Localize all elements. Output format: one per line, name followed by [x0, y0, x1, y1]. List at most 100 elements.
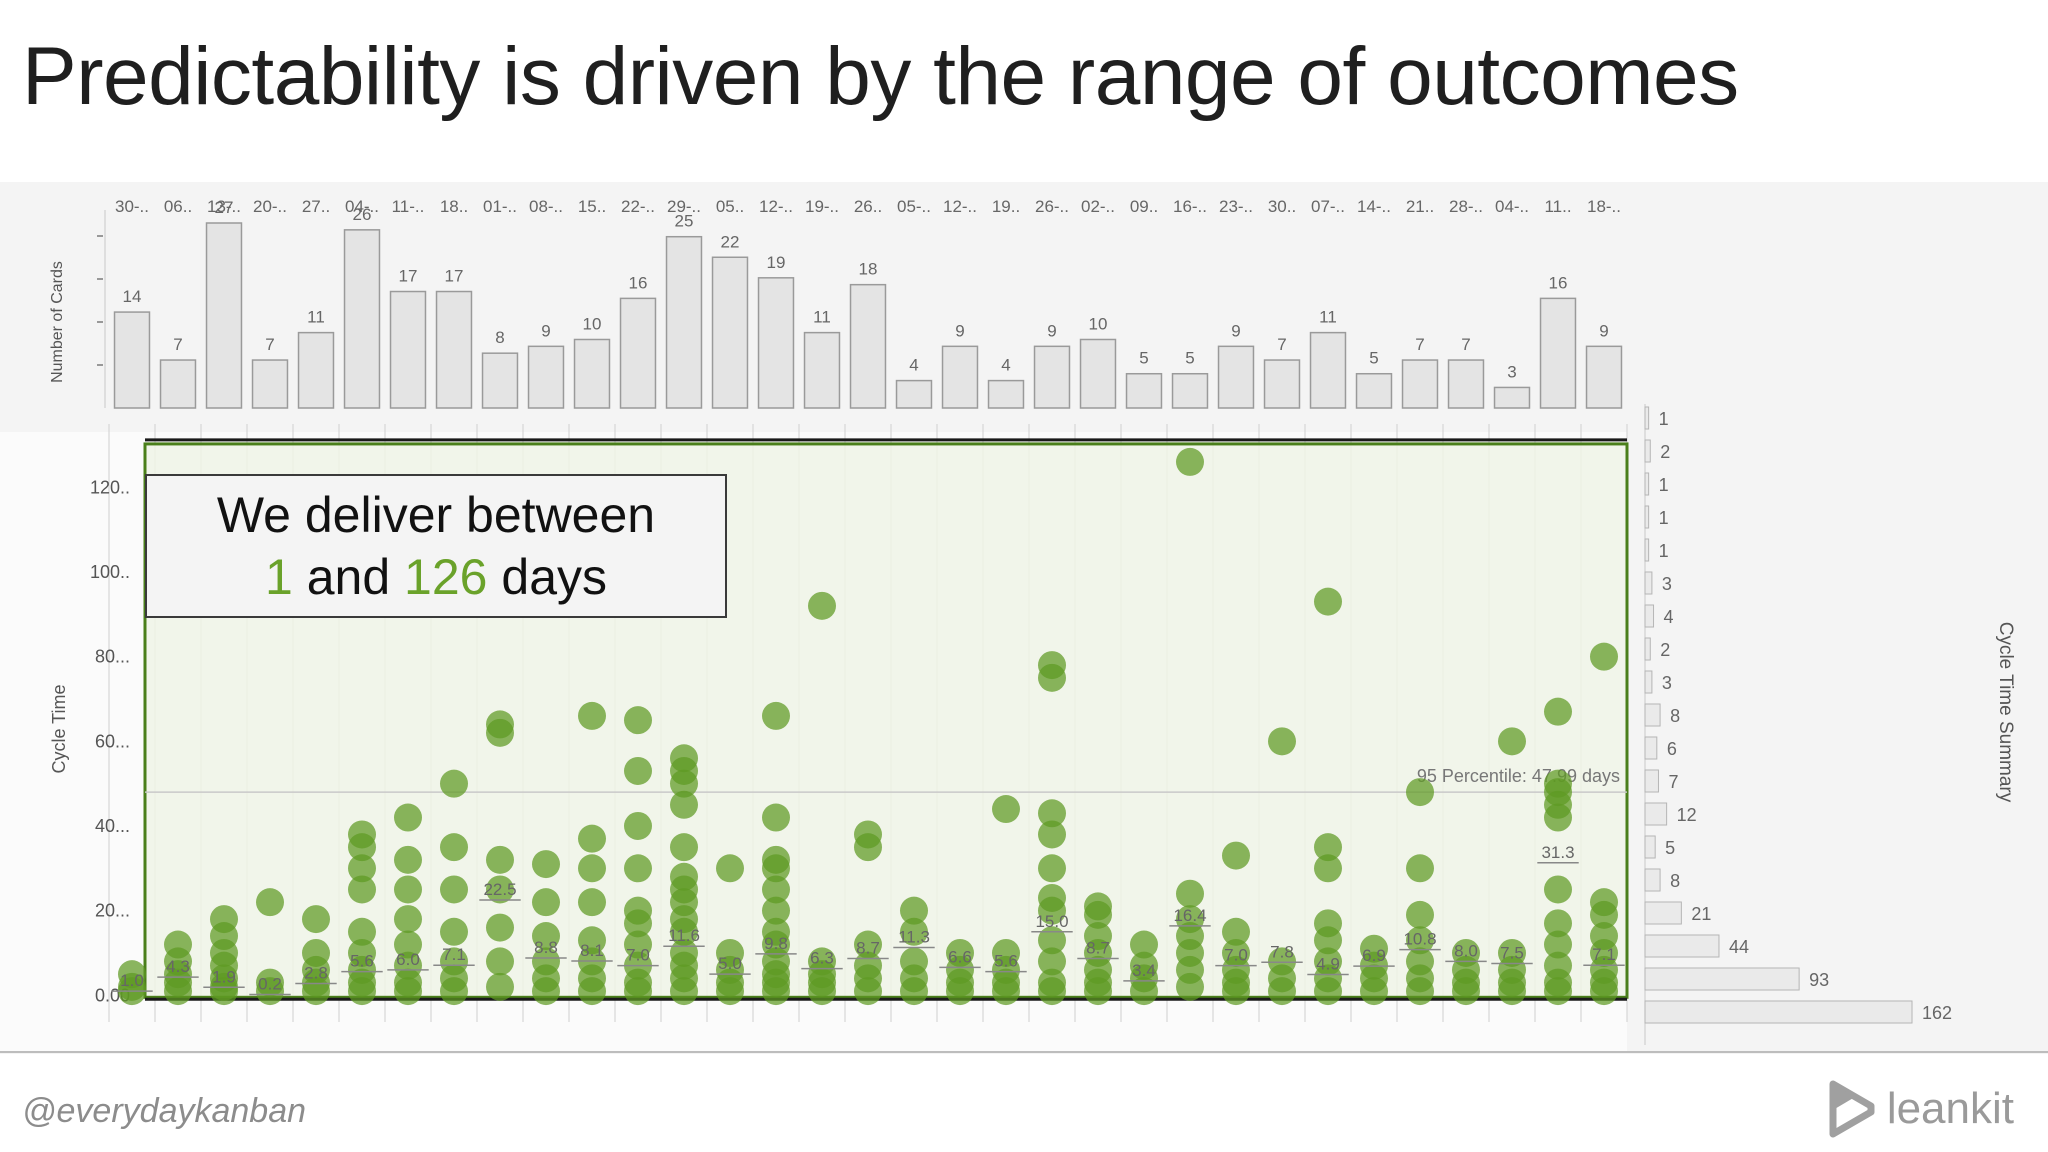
median-label: 16.4	[1173, 906, 1206, 925]
bar-category-label: 01-..	[483, 197, 517, 216]
count-bar-label: 5	[1139, 349, 1148, 368]
cycle-time-point	[900, 947, 928, 976]
median-label: 8.0	[1454, 941, 1478, 960]
cycle-time-point	[532, 922, 560, 951]
scatter-y-tick-label: 20...	[95, 901, 130, 921]
median-label: 15.0	[1035, 912, 1068, 931]
count-bar-label: 7	[1461, 335, 1470, 354]
cycle-time-point	[1268, 947, 1296, 976]
cycle-time-point	[348, 875, 376, 904]
count-bar-label: 8	[495, 328, 504, 347]
cycle-time-point	[1544, 930, 1572, 959]
median-label: 1.9	[212, 967, 236, 986]
cycle-time-point	[440, 947, 468, 976]
median-label: 0.2	[258, 974, 282, 993]
cycle-time-point	[1038, 820, 1066, 849]
summary-bar	[1644, 439, 1651, 463]
count-bar-label: 16	[629, 273, 648, 292]
cycle-time-point	[900, 896, 928, 925]
footer-handle: @everydaykanban	[22, 1092, 307, 1130]
bar-category-label: 20-..	[253, 197, 287, 216]
bar-category-label: 11-..	[392, 197, 425, 216]
count-bar	[665, 235, 703, 409]
summary-bar	[1644, 505, 1650, 529]
cycle-time-point	[578, 888, 606, 917]
cycle-time-point	[394, 930, 422, 959]
cycle-time-point	[716, 854, 744, 883]
count-bar	[251, 359, 289, 409]
cycle-time-point	[1314, 909, 1342, 938]
cycle-time-point	[762, 917, 790, 946]
count-bar-label: 14	[123, 287, 142, 306]
cycle-time-point	[1544, 909, 1572, 938]
median-label: 8.7	[1086, 938, 1110, 957]
bar-category-label: 09..	[1130, 197, 1158, 216]
count-bar-label: 5	[1185, 349, 1194, 368]
cycle-time-point	[1590, 888, 1618, 917]
cycle-time-point	[624, 811, 652, 840]
count-bar-label: 5	[1369, 349, 1378, 368]
bar-category-label: 06..	[164, 197, 192, 216]
median-label: 6.0	[396, 950, 420, 969]
summary-bar-label: 2	[1660, 442, 1670, 462]
bar-category-label: 08-..	[529, 197, 563, 216]
cycle-time-point	[348, 917, 376, 946]
cycle-time-point	[394, 905, 422, 934]
cycle-time-point	[578, 854, 606, 883]
summary-bar-label: 2	[1660, 640, 1670, 660]
cycle-time-point	[1222, 841, 1250, 870]
count-bar-label: 16	[1549, 273, 1568, 292]
cycle-time-point	[486, 913, 514, 942]
cycle-time-point	[348, 854, 376, 883]
cycle-time-point	[762, 896, 790, 925]
cycle-time-point	[1130, 930, 1158, 959]
cycle-time-point	[946, 938, 974, 967]
count-bar-label: 9	[541, 321, 550, 340]
leankit-logo-icon	[1829, 1080, 1875, 1138]
cycle-time-point	[716, 938, 744, 967]
cycle-time-point	[1406, 926, 1434, 955]
median-label: 8.8	[534, 938, 558, 957]
summary-bar-label: 93	[1809, 970, 1829, 990]
callout-days: days	[501, 549, 608, 605]
summary-bar	[1644, 538, 1650, 562]
bar-category-label: 26..	[854, 197, 882, 216]
bar-category-label: 19-..	[805, 197, 839, 216]
median-label: 7.1	[1592, 945, 1616, 964]
cycle-time-point	[578, 701, 606, 730]
cycle-time-point	[532, 850, 560, 879]
count-bar	[159, 359, 197, 409]
cycle-time-point	[486, 972, 514, 1001]
count-bar-label: 9	[955, 321, 964, 340]
summary-bar	[1644, 571, 1653, 595]
count-bar-label: 27	[215, 198, 234, 217]
cycle-time-point	[210, 905, 238, 934]
count-bar	[1309, 331, 1347, 409]
cycle-time-point	[532, 947, 560, 976]
count-bar	[297, 331, 335, 409]
summary-bar	[1644, 637, 1651, 661]
bar-category-label: 18-..	[1587, 197, 1621, 216]
summary-bar-label: 1	[1659, 508, 1669, 528]
bar-category-label: 23-..	[1219, 197, 1253, 216]
bar-category-label: 15..	[578, 197, 606, 216]
summary-bar	[1644, 736, 1658, 760]
median-label: 7.5	[1500, 944, 1524, 963]
summary-bar	[1644, 406, 1650, 430]
count-bar	[1539, 297, 1577, 409]
count-bar	[1033, 345, 1071, 409]
cycle-time-point	[1314, 947, 1342, 976]
cycle-time-point	[624, 706, 652, 735]
count-bar	[1125, 372, 1163, 409]
cycle-time-point	[1406, 778, 1434, 807]
summary-bar-label: 12	[1677, 805, 1697, 825]
count-bar-label: 10	[1089, 314, 1108, 333]
cycle-time-point	[1406, 947, 1434, 976]
slide-title: Predictability is driven by the range of…	[22, 31, 1739, 122]
summary-bar-label: 7	[1668, 772, 1678, 792]
count-bar-label: 19	[767, 253, 786, 272]
count-bar	[987, 379, 1025, 409]
summary-bar-label: 21	[1691, 904, 1711, 924]
bar-category-label: 12-..	[943, 197, 977, 216]
count-bar-label: 11	[813, 308, 831, 327]
